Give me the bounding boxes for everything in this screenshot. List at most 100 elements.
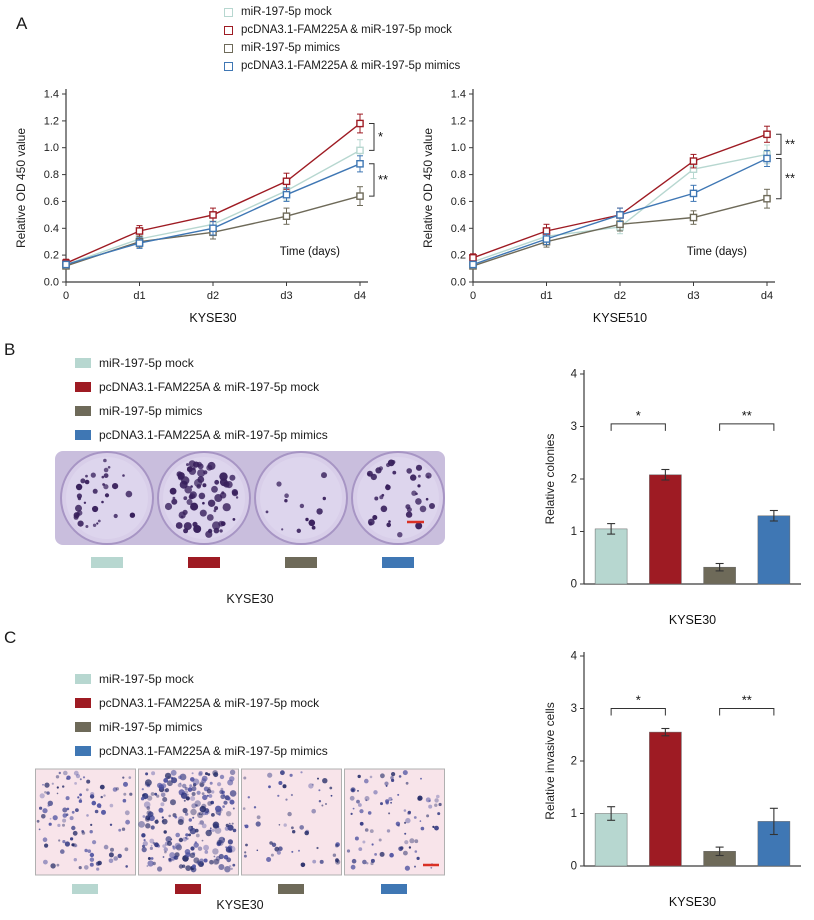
group-swatch-mimics (285, 557, 317, 568)
x-axis: 0 d1 d2 d3 d4 Time (days) (63, 246, 368, 302)
group-swatch-fam-mock (175, 884, 201, 894)
legend-label: miR-197-5p mock (99, 356, 194, 370)
bar-mock (594, 806, 628, 867)
legend-label: pcDNA3.1-FAM225A & miR-197-5p mock (99, 380, 320, 394)
y-axis: 0 1 2 3 4 Relative colonies (543, 369, 585, 591)
invasion-image-2 (138, 768, 239, 876)
svg-text:0.6: 0.6 (44, 196, 59, 208)
legend-item-mock: miR-197-5p mock (224, 6, 460, 18)
panel-b-label: B (4, 340, 16, 359)
bar-mimics (703, 562, 736, 585)
svg-text:d1: d1 (133, 290, 145, 302)
bar-fam-mimics (757, 509, 791, 585)
svg-text:**: ** (742, 408, 752, 423)
legend-item-fam-mock: pcDNA3.1-FAM225A & miR-197-5p mock (75, 696, 328, 710)
svg-text:1.4: 1.4 (44, 89, 59, 101)
svg-text:d2: d2 (207, 290, 219, 302)
group-swatch-mimics (278, 884, 304, 894)
legend-label: miR-197-5p mimics (241, 42, 341, 54)
legend-swatch-fam-mock (75, 382, 91, 392)
svg-text:4: 4 (571, 369, 578, 381)
svg-text:0.8: 0.8 (44, 169, 59, 181)
legend-swatch-fam-mimics (75, 430, 91, 440)
svg-text:2: 2 (571, 474, 577, 486)
invasion-image-4 (344, 768, 445, 876)
legend-swatch-mock (75, 674, 91, 684)
chart-title: KYSE510 (593, 311, 647, 325)
x-axis: 0 d1 d2 d3 d4 Time (days) (470, 246, 775, 302)
svg-text:d2: d2 (614, 290, 626, 302)
legend-swatch-mimics (75, 722, 91, 732)
svg-text:d3: d3 (687, 290, 699, 302)
legend-swatch-fam-mimics (75, 746, 91, 756)
legend-label: miR-197-5p mimics (99, 404, 203, 418)
svg-text:**: ** (742, 693, 752, 708)
panel-c-legend: miR-197-5p mock pcDNA3.1-FAM225A & miR-19… (75, 672, 328, 768)
svg-text:0.8: 0.8 (451, 169, 466, 181)
chart-title: KYSE30 (669, 895, 716, 909)
y-axis-label: Relative invasive cells (543, 702, 557, 819)
legend-item-fam-mock: pcDNA3.1-FAM225A & miR-197-5p mock (224, 24, 460, 36)
svg-text:0.4: 0.4 (44, 223, 59, 235)
legend-item-mimics: miR-197-5p mimics (224, 42, 460, 54)
proliferation-kyse510-svg: 0.0 0.2 0.4 0.6 0.8 1.0 1.2 1.4 Relative OD 450 … (421, 89, 795, 326)
invasion-caption: KYSE30 (216, 898, 264, 912)
legend-swatch-mimics (75, 406, 91, 416)
legend-item-mimics: miR-197-5p mimics (75, 404, 328, 418)
bar-mock (594, 523, 628, 585)
legend-swatch-mock (224, 7, 233, 17)
series-3 (62, 155, 364, 269)
well-1 (60, 451, 154, 545)
legend-swatch-fam-mimics (224, 61, 233, 71)
significance-brackets: *** (610, 408, 775, 431)
series-1 (62, 113, 364, 268)
legend-swatch-mimics (224, 43, 233, 53)
svg-text:3: 3 (571, 421, 577, 433)
legend-item-mock: miR-197-5p mock (75, 356, 328, 370)
invasion-assay-image (35, 768, 445, 881)
colony-assay-image (55, 448, 445, 553)
svg-text:3: 3 (571, 703, 577, 715)
svg-text:d4: d4 (761, 290, 773, 302)
line-chart-kyse510: 0.0 0.2 0.4 0.6 0.8 1.0 1.2 1.4 Relative OD 450 … (415, 76, 813, 333)
series-3 (469, 149, 771, 269)
time-label: Time (days) (687, 246, 747, 258)
bar-chart-colonies: 0 1 2 3 4 Relative colonies * ** KYSE30 (538, 360, 813, 637)
legend-item-mock: miR-197-5p mock (75, 672, 328, 686)
svg-text:4: 4 (571, 651, 578, 663)
svg-text:0.4: 0.4 (451, 223, 466, 235)
bar-fam-mimics (757, 807, 791, 867)
bar-mimics (703, 846, 736, 867)
legend-item-fam-mimics: pcDNA3.1-FAM225A & miR-197-5p mimics (75, 744, 328, 758)
legend-item-fam-mimics: pcDNA3.1-FAM225A & miR-197-5p mimics (224, 60, 460, 72)
legend-item-fam-mimics: pcDNA3.1-FAM225A & miR-197-5p mimics (75, 428, 328, 442)
y-axis: 0 1 2 3 4 Relative invasive cells (543, 651, 585, 873)
legend-label: pcDNA3.1-FAM225A & miR-197-5p mimics (99, 744, 328, 758)
invasion-assay-svg (35, 768, 445, 876)
proliferation-kyse30-svg: 0.0 0.2 0.4 0.6 0.8 1.0 1.2 1.4 Relative OD 450 … (14, 89, 388, 326)
svg-text:*: * (636, 408, 641, 423)
svg-text:1: 1 (571, 526, 577, 538)
svg-text:0: 0 (571, 861, 577, 873)
svg-text:0: 0 (571, 579, 577, 591)
svg-text:1.2: 1.2 (44, 115, 59, 127)
svg-text:*: * (636, 693, 641, 708)
bar-chart-invasion: 0 1 2 3 4 Relative invasive cells * ** KYSE30 (538, 642, 813, 919)
svg-text:1.0: 1.0 (44, 142, 59, 154)
chart-title: KYSE30 (669, 613, 716, 627)
group-swatch-fam-mock (188, 557, 220, 568)
line-chart-kyse30: 0.0 0.2 0.4 0.6 0.8 1.0 1.2 1.4 Relative OD 450 … (8, 76, 406, 333)
svg-text:0.0: 0.0 (451, 277, 466, 289)
legend-label: pcDNA3.1-FAM225A & miR-197-5p mock (99, 696, 320, 710)
colony-caption: KYSE30 (226, 592, 274, 606)
legend-swatch-fam-mock (75, 698, 91, 708)
significance-brackets: ** ** (776, 133, 795, 200)
group-swatch-mock (72, 884, 98, 894)
legend-label: miR-197-5p mock (241, 6, 332, 18)
svg-text:d3: d3 (280, 290, 292, 302)
colony-assay-svg (55, 451, 445, 545)
svg-text:0.2: 0.2 (44, 250, 59, 262)
invasion-image-1 (35, 768, 136, 876)
